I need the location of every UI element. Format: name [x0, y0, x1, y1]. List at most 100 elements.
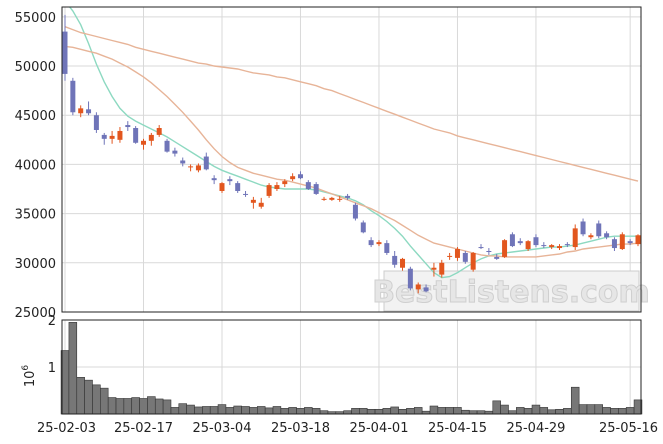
candle — [78, 105, 84, 118]
candle-body — [290, 176, 296, 180]
candle-body — [188, 166, 194, 168]
candle-body — [392, 255, 398, 265]
candle — [462, 251, 468, 264]
candle-body — [258, 202, 264, 207]
date-tick-label: 25-03-04 — [192, 421, 251, 436]
candle — [337, 195, 343, 202]
volume-bar — [217, 404, 227, 415]
candle-body — [219, 183, 225, 191]
candle — [211, 175, 217, 185]
candle-body — [549, 245, 555, 248]
candle-body — [156, 128, 162, 135]
volume-bar — [225, 407, 235, 415]
candle — [235, 181, 241, 193]
candle-body — [525, 241, 531, 250]
candle-body — [447, 255, 453, 257]
candle — [70, 77, 76, 116]
candle — [384, 240, 390, 255]
volume-bars — [60, 322, 643, 415]
volume-bar — [555, 408, 564, 415]
candle — [423, 284, 429, 293]
candle-body — [478, 247, 484, 249]
candle-body — [580, 221, 586, 235]
candle — [509, 232, 515, 248]
candle — [125, 121, 131, 131]
candle-body — [368, 240, 374, 246]
candle — [140, 138, 146, 150]
candle — [297, 171, 303, 180]
candle-body — [423, 287, 429, 292]
candle — [525, 240, 531, 251]
candle-body — [462, 252, 468, 262]
candle — [305, 180, 311, 190]
candle — [368, 237, 374, 248]
candle — [258, 197, 264, 209]
volume-bar — [288, 407, 297, 415]
volume-bar — [296, 408, 305, 415]
candle — [486, 248, 492, 255]
candle-body — [164, 140, 170, 152]
candle-body — [337, 198, 343, 200]
candle — [148, 132, 154, 146]
candle-body — [541, 245, 547, 247]
candle-body — [62, 31, 68, 74]
volume-bar — [241, 406, 250, 415]
candle — [62, 14, 68, 81]
candle — [502, 239, 508, 258]
candle-body — [313, 184, 319, 194]
candle — [117, 127, 123, 143]
volume-bar — [390, 406, 399, 415]
candle-body — [148, 134, 154, 141]
date-tick-label: 25-04-15 — [428, 421, 487, 436]
candle-body — [305, 182, 311, 190]
volume-bar — [107, 397, 117, 415]
candle-body — [619, 234, 625, 250]
volume-bar — [257, 406, 266, 415]
candle — [580, 218, 586, 237]
candle — [564, 242, 570, 248]
volume-bar — [186, 404, 195, 415]
volume-tick-label: 2 — [48, 314, 56, 329]
volume-bar — [131, 397, 140, 415]
candle-body — [470, 252, 476, 270]
date-axis: 25-02-03 25-02-17 25-03-04 25-03-18 25-04-01… — [37, 421, 658, 436]
volume-bar — [618, 408, 627, 415]
volume-bar — [610, 408, 619, 415]
candle — [195, 163, 201, 173]
date-tick-label: 25-02-03 — [37, 421, 96, 436]
candle — [549, 244, 555, 250]
volume-bar — [539, 407, 549, 415]
volume-bar — [586, 404, 596, 415]
volume-bar — [398, 408, 407, 415]
candle — [431, 262, 437, 277]
candle — [470, 251, 476, 272]
volume-bar — [139, 398, 148, 415]
volume-tick-label: 1 — [48, 361, 56, 376]
volume-bar — [264, 407, 274, 415]
candle — [227, 176, 233, 186]
volume-bar — [516, 407, 525, 415]
volume-panel-frame — [61, 319, 642, 415]
candle-body — [243, 193, 249, 195]
candle — [133, 126, 139, 144]
candle — [290, 173, 296, 182]
candle-body — [235, 183, 241, 191]
candle-body — [604, 233, 610, 238]
volume-bar — [170, 407, 180, 415]
candle — [203, 152, 209, 171]
candle-body — [486, 251, 492, 252]
candle — [635, 234, 641, 247]
candle-body — [93, 115, 99, 130]
candle-body — [211, 178, 217, 181]
candle — [533, 234, 539, 248]
volume-bar — [304, 407, 313, 415]
candle-body — [133, 128, 139, 143]
volume-bar — [413, 407, 423, 415]
date-tick-label: 25-03-18 — [271, 421, 330, 436]
candle — [557, 244, 563, 251]
candle — [619, 232, 625, 251]
candle — [447, 252, 453, 260]
price-tick-label: 30000 — [15, 257, 56, 272]
volume-axis-label: 106 — [21, 365, 38, 388]
candle — [376, 240, 382, 247]
